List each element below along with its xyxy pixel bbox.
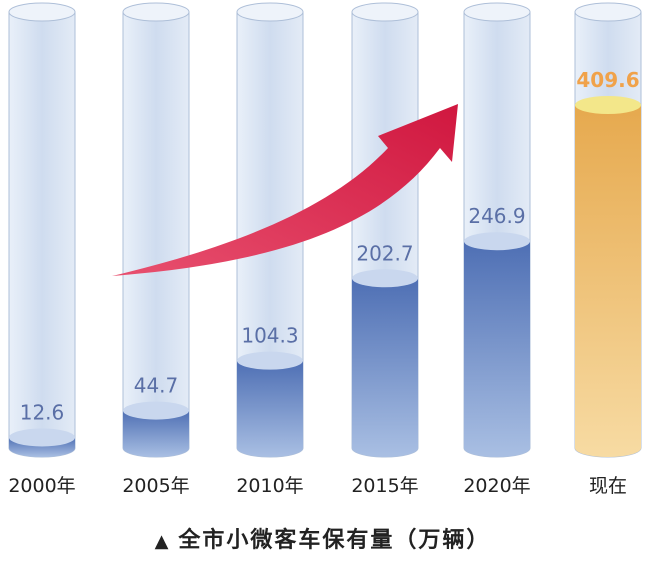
bar-fill-1 [123,410,189,457]
tube-rim [236,2,304,22]
trend-arrow [112,104,458,276]
bar-cap-2 [237,351,303,370]
bar-fill-2 [237,360,303,457]
category-label-3: 2015年 [351,475,418,497]
value-label-0: 12.6 [20,400,65,424]
tube-rim [122,2,190,22]
tube-3 [351,2,419,458]
label-layer: 12.6 2000年 44.7 2005年 104.3 2010年 202.7 2015年 24… [8,68,639,497]
tube-0 [8,2,76,458]
tube-rim [8,2,76,22]
bar-cap-1 [123,401,189,420]
bar-cap-0 [9,428,75,447]
value-label-5: 409.6 [576,68,639,92]
chart-caption: ▲ 全市小微客车保有量（万辆） [0,522,645,554]
category-label-0: 2000年 [8,475,75,497]
tube-glass [8,11,76,458]
value-label-1: 44.7 [134,374,179,398]
triangle-icon: ▲ [154,531,171,552]
value-label-4: 246.9 [468,204,525,228]
value-label-2: 104.3 [241,324,298,348]
bar-cap-4 [464,232,530,251]
tube-rim [574,2,642,22]
value-label-3: 202.7 [356,241,413,265]
category-label-2: 2010年 [236,475,303,497]
caption-text: 全市小微客车保有量（万辆） [178,528,491,553]
tube-5 [574,2,642,458]
category-label-4: 2020年 [463,475,530,497]
bar-cap-5 [575,96,641,114]
tube-rim [463,2,531,22]
category-label-1: 2005年 [122,475,189,497]
bar-fill-4 [464,241,530,457]
bar-fill-5 [575,105,641,457]
tube-1 [122,2,190,458]
bar-cap-3 [352,269,418,288]
tube-4 [463,2,531,458]
category-label-5: 现在 [589,475,627,497]
tube-rim [351,2,419,22]
bar-fill-3 [352,278,418,457]
